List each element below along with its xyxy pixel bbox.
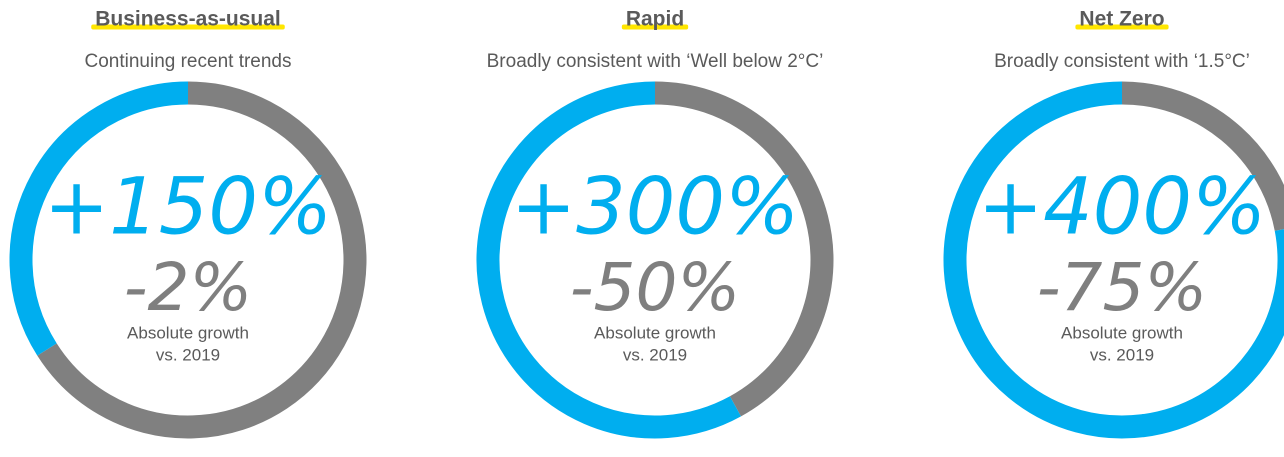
panel-subtitle: Broadly consistent with ‘1.5°C’	[994, 51, 1250, 72]
growth-note: Absolute growth	[127, 323, 249, 342]
growth-note: vs. 2019	[156, 345, 220, 364]
donut-segment	[476, 81, 741, 439]
growth-note: Absolute growth	[594, 323, 716, 342]
title-highlight	[621, 24, 689, 30]
donut-segment	[1121, 81, 1284, 231]
growth-note: Absolute growth	[1061, 323, 1183, 342]
growth-secondary: -75%	[1037, 249, 1208, 326]
growth-note: vs. 2019	[623, 345, 687, 364]
panel-title: Rapid	[626, 8, 684, 31]
donut-segment	[9, 81, 189, 356]
donut-segment	[943, 81, 1284, 439]
panel-title: Net Zero	[1079, 8, 1164, 31]
title-highlight	[1075, 24, 1169, 30]
growth-note: vs. 2019	[1090, 345, 1154, 364]
donut-segment	[654, 81, 834, 417]
title-highlight	[91, 24, 285, 30]
panel-subtitle: Continuing recent trends	[84, 51, 291, 72]
panel-title: Business-as-usual	[95, 8, 281, 31]
growth-primary: +400%	[978, 162, 1266, 252]
growth-secondary: -50%	[570, 249, 741, 326]
growth-primary: +150%	[44, 162, 332, 252]
donut-segment	[37, 81, 367, 439]
growth-primary: +300%	[511, 162, 799, 252]
growth-secondary: -2%	[124, 249, 253, 326]
panel-subtitle: Broadly consistent with ‘Well below 2°C’	[487, 51, 824, 72]
